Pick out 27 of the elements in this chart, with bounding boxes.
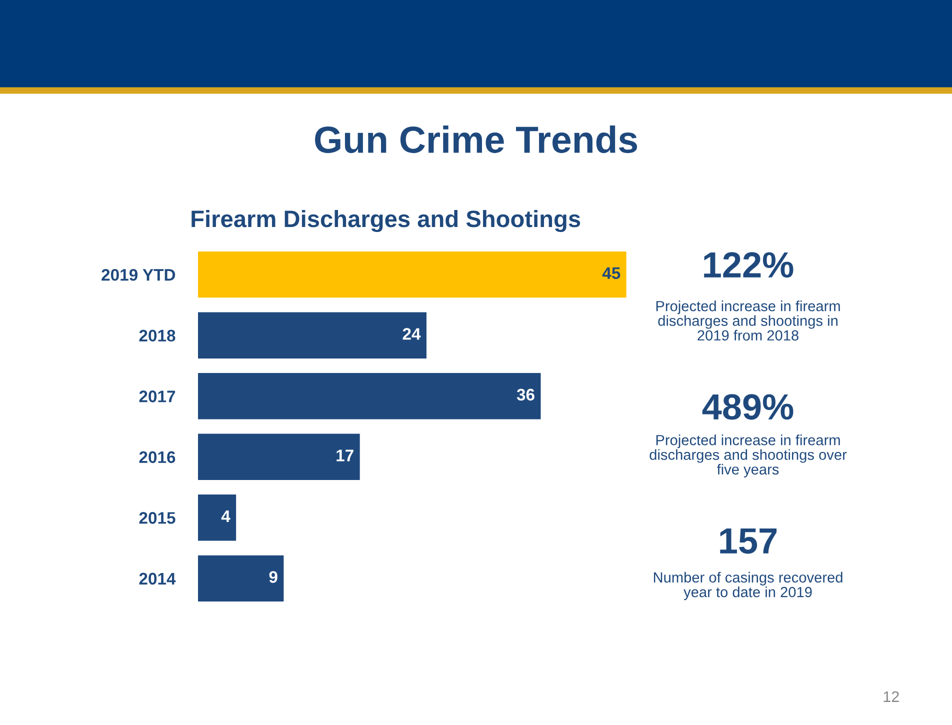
data-label: 4 [221,510,230,522]
data-label: 36 [516,388,534,401]
y-tick-label: 2016 [139,451,176,464]
data-label: 24 [402,328,421,340]
y-tick-label: 2014 [139,572,176,585]
bar [198,373,541,420]
data-label: 17 [336,450,354,462]
bar [198,434,360,480]
y-tick-label: 2018 [139,330,176,342]
y-tick-label: 2019 YTD [102,268,176,281]
chart-title: Gun Crime Trends [315,126,638,154]
text: Projected increase in firearm discharges and shootings in 2019 from 2018 [656,300,840,341]
text: Projected increase in firearm discharges and shootings over five years [650,434,847,478]
y-tick-label: 2017 [139,390,176,402]
text: Number of casings recovered year to date in 2019 [654,572,842,600]
bar [198,494,236,541]
y-tick-label: 2015 [139,512,176,524]
bar [198,555,284,602]
text: 157 [720,528,777,554]
data-label: 45 [602,267,620,280]
chart-subtitle: Firearm Discharges and Shootings [192,210,580,232]
bar [198,252,626,298]
data-label: 9 [269,571,278,583]
text: 122% [704,252,794,278]
text: 489% [702,394,794,420]
bar [198,312,426,358]
text: 12 [884,691,899,702]
